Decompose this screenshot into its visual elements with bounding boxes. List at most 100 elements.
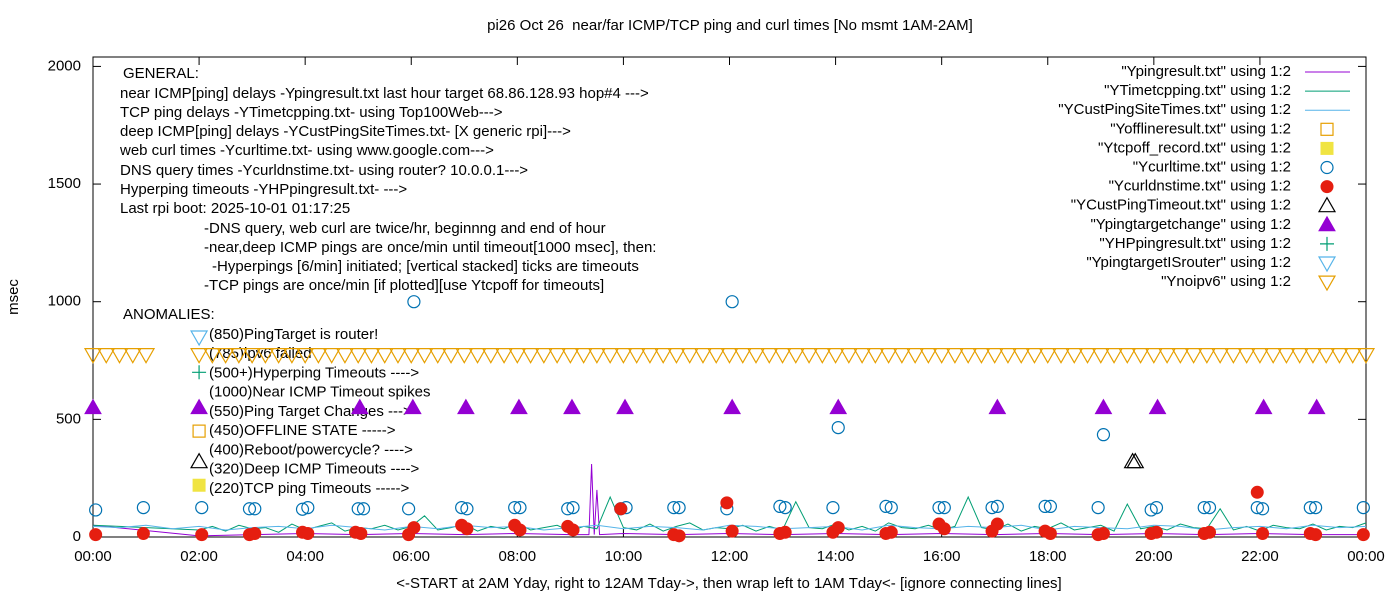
point [937, 500, 951, 515]
point [879, 348, 898, 364]
point [990, 499, 1004, 514]
point [988, 398, 1007, 415]
legend-label: "YCustPingTimeout.txt" using 1:2 [1071, 197, 1291, 214]
point [1144, 348, 1163, 364]
x-tick-label: 08:00 [499, 548, 537, 565]
point [136, 500, 150, 515]
x-tick-label: 22:00 [1241, 548, 1279, 565]
point [388, 348, 408, 364]
point [83, 348, 103, 364]
y-axis-label: msec [5, 279, 22, 315]
point [375, 348, 394, 364]
point [1051, 348, 1071, 364]
point [680, 348, 699, 364]
point [508, 348, 527, 364]
point [985, 348, 1004, 364]
point [403, 398, 422, 415]
point [1078, 348, 1097, 364]
annotation: Hyperping timeouts -YHPpingresult.txt- -… [120, 181, 407, 198]
point [1356, 500, 1370, 515]
point [349, 348, 368, 364]
legend-swatch [1320, 141, 1334, 155]
legend-label: "Yofflineresult.txt" using 1:2 [1110, 120, 1291, 137]
point [295, 502, 310, 516]
y-tick-label: 1500 [48, 175, 81, 192]
point [89, 528, 103, 542]
anomaly-label: (450)OFFLINE STATE -----> [209, 422, 396, 439]
point [481, 348, 500, 364]
point [190, 348, 209, 364]
point [1123, 452, 1142, 469]
point [627, 348, 646, 364]
point [137, 348, 156, 364]
point [1038, 348, 1057, 364]
point [1043, 499, 1058, 514]
point [402, 348, 421, 364]
point [1149, 525, 1163, 539]
point [826, 348, 845, 364]
point [667, 348, 686, 364]
x-tick-label: 20:00 [1135, 548, 1173, 565]
legend-label: "Ynoipv6" using 1:2 [1161, 273, 1291, 290]
point [362, 348, 381, 364]
point [534, 348, 553, 364]
anomaly-label: (220)TCP ping Timeouts -----> [209, 480, 409, 497]
point [1256, 526, 1270, 540]
legend-swatch [1317, 256, 1337, 273]
legend-label: "Ypingresult.txt" using 1:2 [1121, 63, 1291, 80]
point [853, 348, 872, 364]
point [985, 500, 999, 515]
point [640, 348, 659, 364]
point [707, 348, 726, 364]
point [521, 348, 540, 364]
point [614, 348, 633, 364]
point [1224, 348, 1243, 364]
point [460, 522, 474, 536]
point [322, 348, 341, 364]
legend-label: "Ycurldnstime.txt" using 1:2 [1109, 178, 1291, 195]
point [1237, 348, 1256, 364]
point [1211, 348, 1230, 364]
point [839, 348, 858, 364]
point [468, 348, 487, 364]
point [831, 521, 845, 535]
legend-swatch [1317, 196, 1337, 213]
point [455, 348, 474, 364]
anomaly-label: (500+)Hyperping Timeouts ----> [209, 364, 419, 381]
anomaly-label: (850)PingTarget is router! [209, 326, 378, 343]
anomaly-label: (1000)Near ICMP Timeout spikes [209, 384, 430, 401]
point [428, 348, 447, 364]
x-tick-label: 10:00 [605, 548, 643, 565]
point [1149, 500, 1164, 515]
point [1148, 398, 1167, 415]
point [195, 528, 209, 542]
point [195, 500, 209, 515]
point [1158, 348, 1177, 364]
annotation: -near,deep ICMP pings are once/min until… [204, 239, 656, 256]
point [89, 503, 103, 517]
anomaly-label: (550)Ping Target Changes ---> [209, 403, 412, 420]
annotation: deep ICMP[ping] delays -YCustPingSiteTim… [120, 123, 571, 140]
point [1065, 348, 1084, 364]
legend-label: "YpingtargetISrouter" using 1:2 [1086, 254, 1291, 271]
point [548, 348, 567, 364]
annotation: -TCP pings are once/min [if plotted][use… [204, 277, 604, 294]
point [203, 348, 222, 364]
point [723, 398, 742, 415]
point [760, 348, 779, 364]
point [401, 502, 416, 516]
annotation: ANOMALIES: [123, 306, 215, 323]
annotation: -Hyperpings [6/min] initiated; [vertical… [212, 258, 639, 275]
point [243, 348, 262, 364]
point [826, 500, 840, 515]
point [773, 348, 792, 364]
point [216, 348, 235, 364]
point [932, 500, 946, 515]
point [601, 348, 620, 364]
point [725, 524, 739, 538]
point [866, 348, 885, 364]
point [335, 348, 354, 364]
annotation: web curl times -Ycurltime.txt- using www… [119, 142, 494, 159]
point [998, 348, 1018, 364]
point [1203, 525, 1217, 539]
